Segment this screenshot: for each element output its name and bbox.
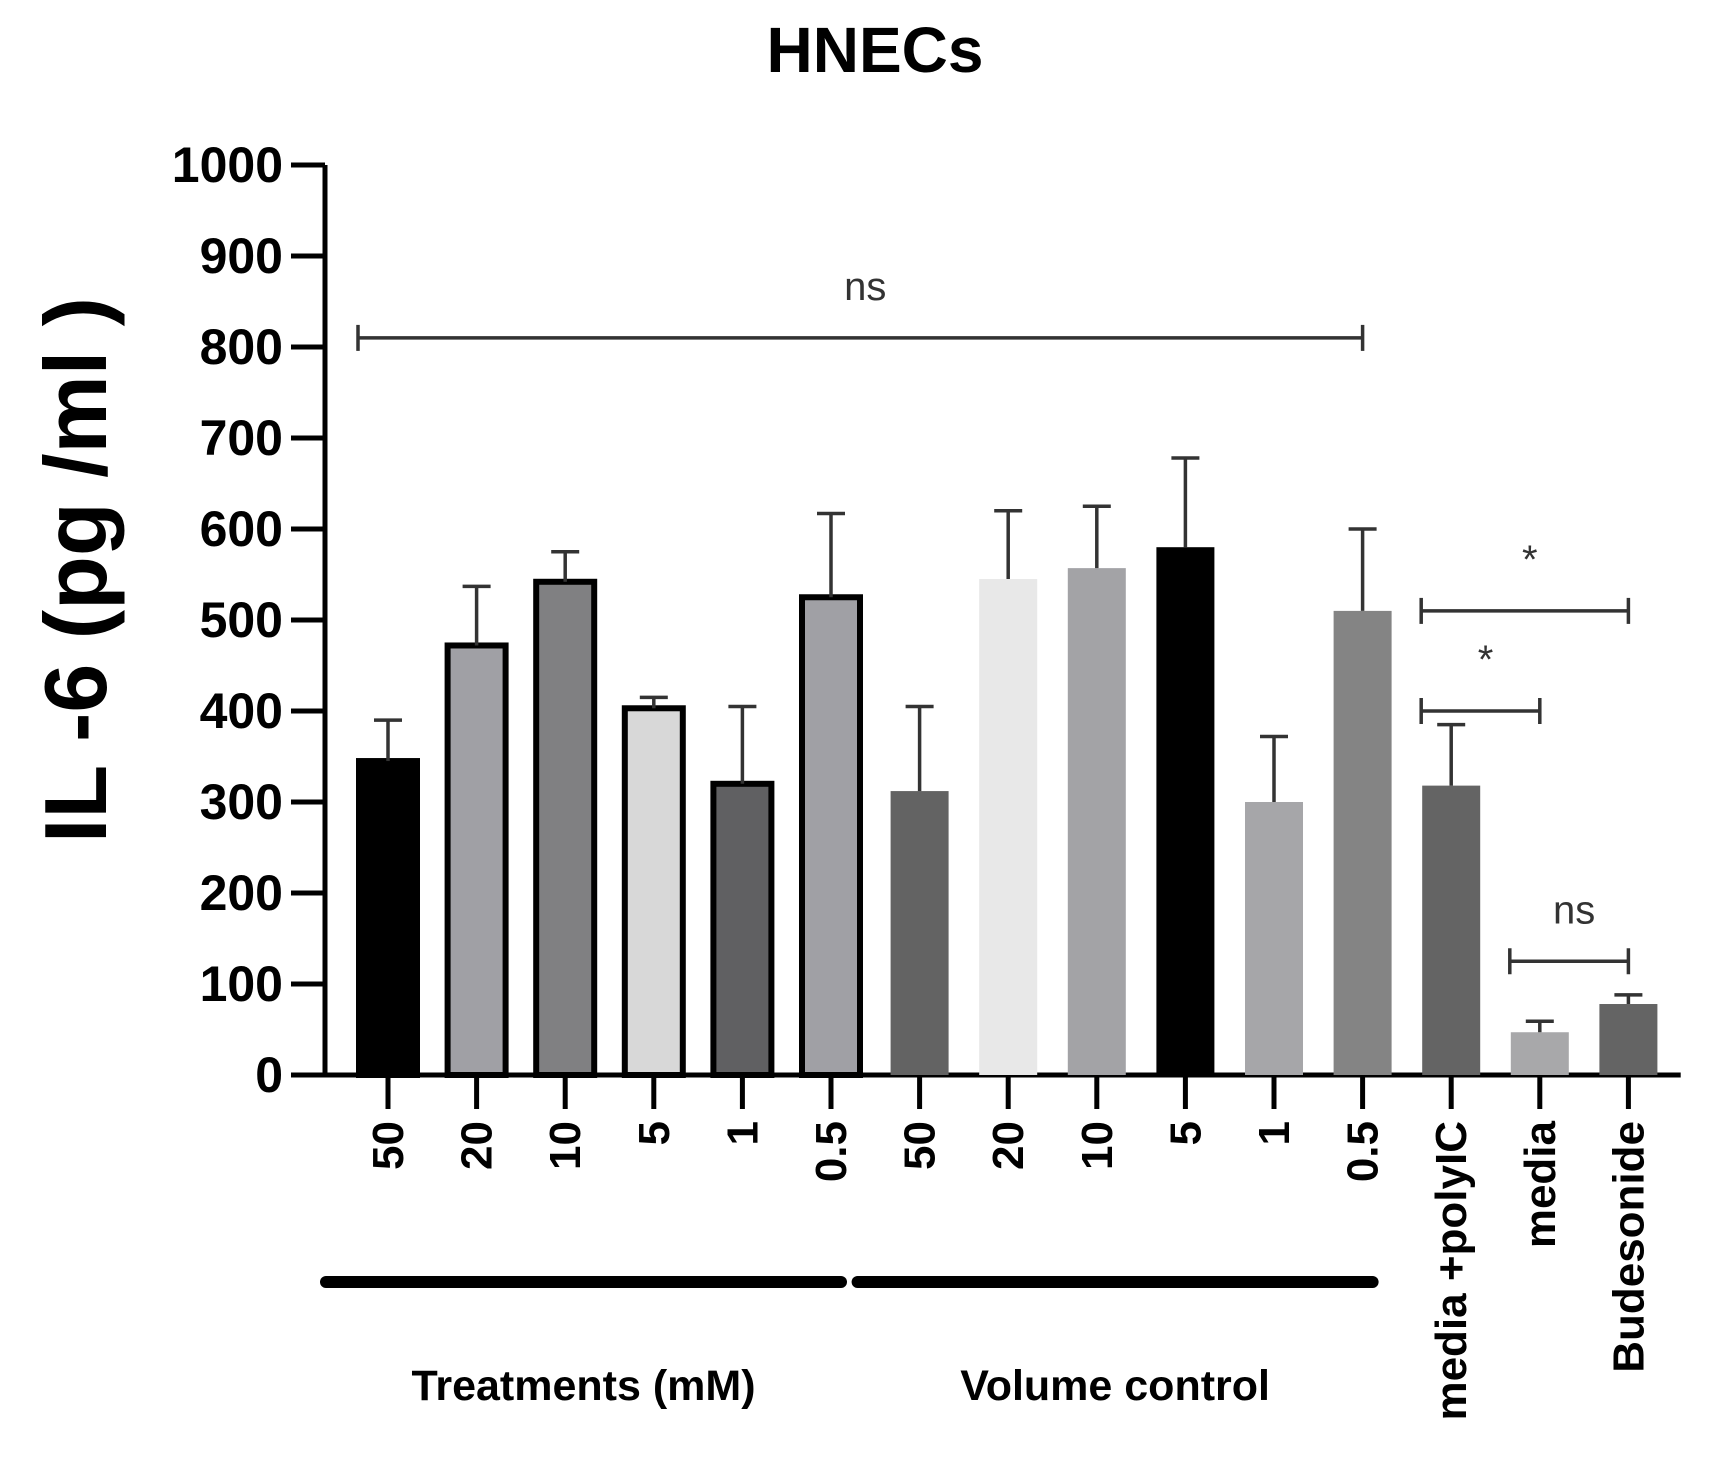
y-tick-label: 300: [200, 774, 283, 830]
group-label: Volume control: [960, 1362, 1270, 1410]
significance-label: *: [1522, 538, 1538, 582]
bar: [979, 579, 1038, 1075]
bar: [621, 705, 686, 1079]
significance-label: ns: [844, 265, 886, 309]
x-tick-label: 10: [1073, 1121, 1122, 1170]
x-tick-label: 10: [541, 1121, 590, 1170]
bar: [356, 758, 420, 1078]
x-tick-label: media +polyIC: [1427, 1121, 1476, 1421]
x-tick-label: 0.5: [807, 1121, 856, 1182]
group-labels: Treatments (mM) Volume control: [320, 1276, 1379, 1410]
group-label: Treatments (mM): [411, 1362, 755, 1410]
x-tick-label: 50: [364, 1121, 413, 1170]
y-tick-label: 800: [200, 319, 283, 375]
y-tick-label: 0: [255, 1047, 283, 1103]
y-tick-label: 200: [200, 865, 283, 921]
y-tick-label: 500: [200, 592, 283, 648]
bar: [1333, 610, 1392, 1075]
y-tick-label: 700: [200, 410, 283, 466]
bar: [1156, 547, 1215, 1075]
bar: [444, 642, 509, 1078]
x-tick-label: Budesonide: [1604, 1121, 1653, 1373]
x-tick-label: 5: [1161, 1121, 1210, 1145]
x-tick-label: 20: [453, 1121, 502, 1170]
significance-label: ns: [1553, 888, 1595, 932]
bar: [533, 578, 598, 1079]
y-tick-label: 400: [200, 683, 283, 739]
x-tick-label: 1: [718, 1121, 767, 1145]
bar: [710, 780, 775, 1078]
x-tick-label: 0.5: [1339, 1121, 1388, 1182]
bar: [1599, 1004, 1658, 1075]
x-tick-label: 5: [630, 1121, 679, 1145]
x-tick-label: 20: [984, 1121, 1033, 1170]
bar: [1422, 785, 1481, 1075]
bar: [1510, 1032, 1569, 1075]
bar: [890, 791, 949, 1075]
significance-brackets: ns * * ns: [356, 265, 1631, 975]
y-axis-label: IL -6 (pg /ml ): [26, 297, 125, 843]
bar: [1245, 802, 1303, 1075]
x-tick-label: 1: [1250, 1121, 1299, 1145]
y-tick-label: 600: [200, 501, 283, 557]
significance-label: *: [1478, 638, 1494, 682]
x-axis: 50 20 10 5 1 0.5 50 20 10 5 1 0.5 media +polyIC media…: [364, 1075, 1653, 1421]
y-tick-label: 900: [200, 228, 283, 284]
y-tick-label: 100: [200, 956, 283, 1012]
bar: [799, 594, 863, 1078]
chart-title: HNECs: [767, 14, 984, 86]
y-tick-label: 1000: [172, 137, 283, 193]
x-tick-label: media: [1516, 1120, 1565, 1248]
bar: [1067, 568, 1126, 1075]
x-tick-label: 50: [896, 1121, 945, 1170]
bars: [356, 456, 1658, 1079]
